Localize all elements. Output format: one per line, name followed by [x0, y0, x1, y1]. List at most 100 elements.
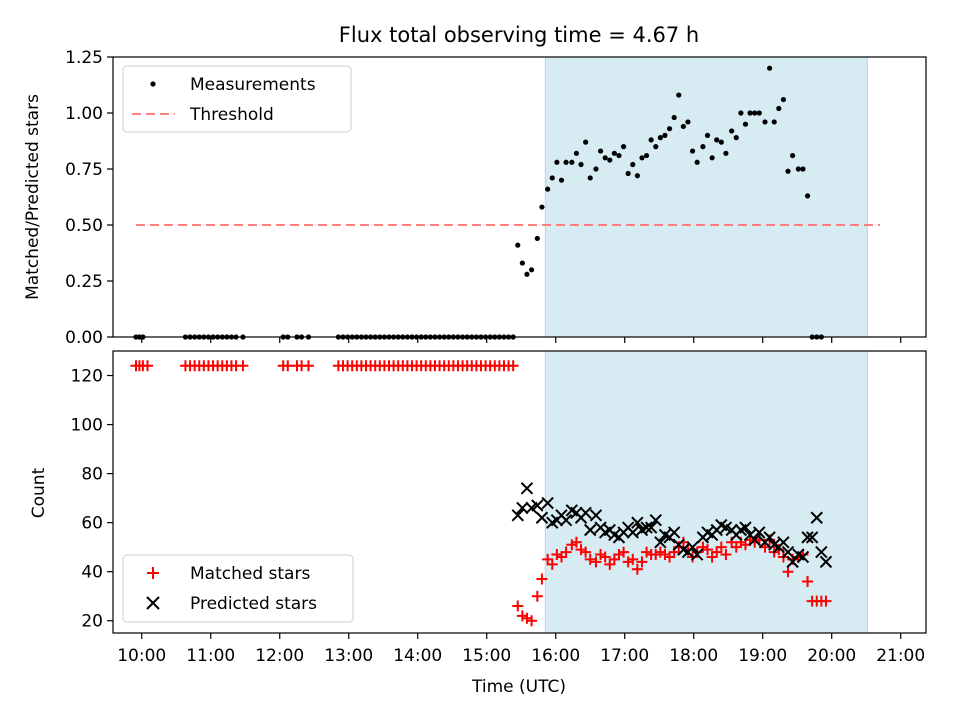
measurement-point: [657, 135, 663, 141]
predicted-star-point: [763, 531, 776, 544]
predicted-star-point: [801, 531, 814, 544]
bottom-axes: 20 40 60 80 100 120 10:00 11:00 12:00 13:00 14:00…: [29, 350, 927, 697]
measurement-point: [700, 144, 706, 150]
predicted-star-point: [644, 521, 658, 534]
top-y-tick-label: 0.25: [65, 272, 103, 292]
predicted-star-point: [748, 533, 761, 547]
x-axis-label: Time (UTC): [471, 677, 566, 697]
matched-star-point: [627, 553, 639, 565]
measurement-point: [762, 119, 768, 125]
predicted-star-point: [531, 499, 544, 512]
x-tick-label: 15:00: [462, 646, 511, 666]
matched-star-point: [636, 556, 648, 568]
x-tick-label: 16:00: [531, 646, 580, 666]
measurement-point: [616, 152, 622, 159]
matched-star-point: [282, 360, 294, 372]
bottom-y-tick-label: 120: [71, 367, 103, 387]
measurement-point: [723, 150, 729, 156]
measurement-point: [676, 92, 682, 98]
bottom-legend: Matched stars Predicted stars: [122, 554, 354, 623]
measurement-point: [752, 110, 758, 116]
predicted-stars-points: [511, 482, 833, 569]
matched-star-point: [820, 595, 832, 607]
measurement-point: [704, 132, 711, 138]
predicted-star-point: [589, 509, 603, 522]
measurement-point: [602, 155, 608, 161]
measurement-point: [718, 139, 724, 145]
bottom-y-tick-label: 60: [81, 514, 103, 534]
legend-matched-label: Matched stars: [190, 564, 310, 584]
x-tick-label: 12:00: [255, 646, 304, 666]
measurement-point: [680, 123, 686, 130]
measurement-point: [804, 193, 811, 199]
predicted-star-point: [516, 501, 529, 515]
x-tick-label: 20:00: [807, 646, 856, 666]
top-y-tick-label: 0.00: [65, 328, 103, 348]
measurement-point: [578, 161, 584, 168]
measurement-point: [528, 267, 535, 273]
matched-star-point: [720, 549, 732, 561]
top-shaded-observing-window: [544, 56, 868, 338]
predicted-star-point: [559, 513, 573, 527]
measurement-point: [554, 159, 560, 165]
legend-predicted-label: Predicted stars: [190, 594, 317, 614]
measurement-point: [662, 132, 668, 138]
predicted-star-point: [626, 526, 639, 539]
top-y-ticks: 0.00 0.25 0.50 0.75 1.00 1.25: [65, 48, 113, 348]
predicted-star-point: [584, 523, 597, 537]
measurement-point: [597, 148, 604, 154]
top-axes: 0.00 0.25 0.50 0.75 1.00 1.25 Matched/Predict…: [23, 48, 927, 348]
matched-star-point: [302, 360, 314, 372]
measurement-point: [790, 152, 796, 159]
measurement-point: [639, 155, 645, 161]
chart-title: Flux total observing time = 4.67 h: [339, 23, 699, 47]
measurement-point: [549, 175, 555, 181]
measurement-point: [694, 159, 700, 165]
measurement-point: [539, 204, 545, 210]
measurement-point: [519, 260, 525, 266]
measurement-point: [767, 65, 773, 71]
bottom-legend-box: [122, 554, 354, 623]
predicted-star-point: [579, 506, 592, 520]
x-tick-label: 13:00: [324, 646, 373, 666]
measurement-point: [620, 144, 627, 150]
measurement-point: [785, 168, 791, 174]
predicted-star-point: [796, 550, 810, 564]
measurement-point: [573, 150, 580, 156]
measurement-point: [583, 139, 589, 145]
matched-star-point: [802, 576, 814, 588]
measurement-point: [747, 110, 753, 116]
top-y-tick-label: 1.00: [65, 104, 103, 124]
measurement-point: [653, 144, 659, 150]
bottom-x-ticks: 10:00 11:00 12:00 13:00 14:00 15:00 16:00 17:00…: [117, 633, 925, 666]
matched-star-point: [618, 546, 630, 558]
bottom-y-axis-label: Count: [29, 467, 49, 518]
predicted-star-point: [654, 536, 667, 549]
measurement-point: [643, 152, 650, 159]
predicted-star-point: [649, 513, 662, 527]
legend-measurements-marker: [150, 81, 156, 87]
predicted-star-point: [631, 516, 644, 529]
top-axes-frame: [112, 56, 927, 338]
x-tick-label: 21:00: [876, 646, 925, 666]
matched-star-point: [546, 558, 558, 570]
measurement-point: [685, 119, 691, 125]
measurement-point: [515, 242, 521, 248]
predicted-star-point: [753, 526, 766, 539]
measurement-point: [800, 166, 806, 172]
measurement-point: [714, 137, 720, 143]
matched-star-point: [507, 360, 519, 372]
bottom-y-ticks: 20 40 60 80 100 120: [71, 367, 113, 632]
top-legend-box: [122, 65, 352, 133]
measurement-point: [634, 173, 640, 179]
matched-star-point: [599, 551, 611, 563]
measurement-point: [648, 137, 654, 143]
measurement-point: [534, 235, 540, 242]
matched-star-point: [560, 546, 572, 558]
predicted-star-point: [815, 545, 828, 559]
bottom-axes-frame: [112, 350, 927, 634]
top-y-tick-label: 0.50: [65, 216, 103, 236]
top-legend: Measurements Threshold: [122, 65, 352, 133]
matched-star-point: [536, 573, 548, 585]
